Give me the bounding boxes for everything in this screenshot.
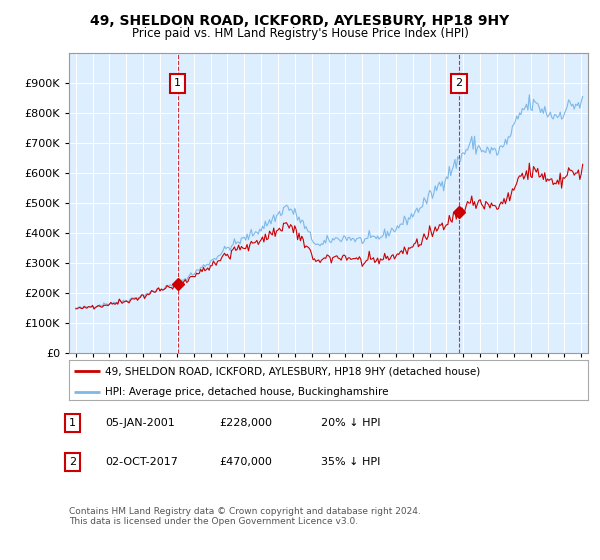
Text: 35% ↓ HPI: 35% ↓ HPI <box>321 457 380 467</box>
Text: 1: 1 <box>174 78 181 88</box>
Text: £470,000: £470,000 <box>219 457 272 467</box>
Text: 20% ↓ HPI: 20% ↓ HPI <box>321 418 380 428</box>
Text: 2: 2 <box>455 78 463 88</box>
Text: Contains HM Land Registry data © Crown copyright and database right 2024.
This d: Contains HM Land Registry data © Crown c… <box>69 507 421 526</box>
Text: 05-JAN-2001: 05-JAN-2001 <box>105 418 175 428</box>
Text: £228,000: £228,000 <box>219 418 272 428</box>
Text: 2: 2 <box>69 457 76 467</box>
Text: Price paid vs. HM Land Registry's House Price Index (HPI): Price paid vs. HM Land Registry's House … <box>131 27 469 40</box>
Text: 1: 1 <box>69 418 76 428</box>
Text: 49, SHELDON ROAD, ICKFORD, AYLESBURY, HP18 9HY: 49, SHELDON ROAD, ICKFORD, AYLESBURY, HP… <box>91 14 509 28</box>
Text: HPI: Average price, detached house, Buckinghamshire: HPI: Average price, detached house, Buck… <box>106 386 389 396</box>
Text: 49, SHELDON ROAD, ICKFORD, AYLESBURY, HP18 9HY (detached house): 49, SHELDON ROAD, ICKFORD, AYLESBURY, HP… <box>106 366 481 376</box>
Text: 02-OCT-2017: 02-OCT-2017 <box>105 457 178 467</box>
